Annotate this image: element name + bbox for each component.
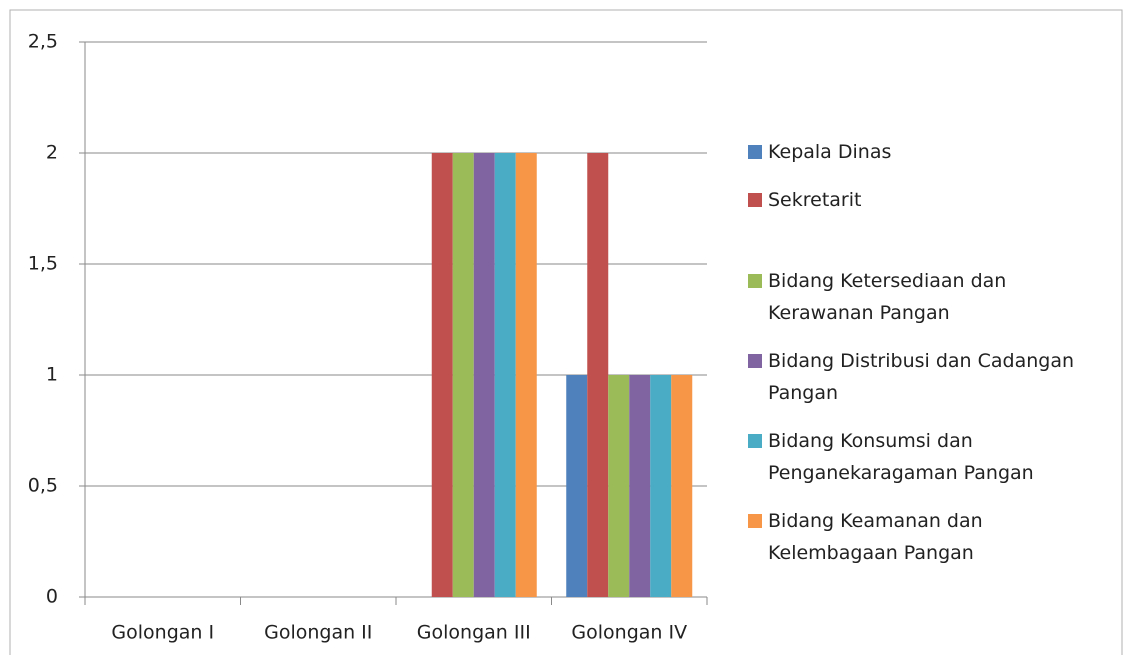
legend-swatch: [748, 514, 762, 528]
bar: [587, 153, 609, 597]
x-tick-label: Golongan III: [417, 622, 531, 644]
y-tick-label: 0: [46, 586, 58, 608]
bar: [629, 375, 651, 597]
legend-swatch: [748, 354, 762, 368]
bar: [650, 375, 672, 597]
y-tick-label: 1: [46, 364, 58, 386]
legend-swatch: [748, 434, 762, 448]
y-tick-label: 2: [46, 142, 58, 164]
bar: [431, 153, 453, 597]
y-tick-label: 1,5: [28, 253, 58, 275]
bar: [671, 375, 693, 597]
legend-swatch: [748, 193, 762, 207]
legend-entry: Sekretarit: [748, 184, 1118, 216]
legend-label: Bidang Distribusi dan Cadangan Pangan: [768, 350, 1075, 404]
bar: [566, 375, 588, 597]
legend-entry: Bidang Keamanan dan Kelembagaan Pangan: [748, 505, 1118, 569]
x-tick-label: Golongan II: [264, 622, 372, 644]
legend-label: Kepala Dinas: [768, 141, 892, 163]
bar: [494, 153, 516, 597]
bar: [515, 153, 537, 597]
legend-entry: Bidang Konsumsi dan Penganekaragaman Pan…: [748, 425, 1118, 489]
y-tick-label: 0,5: [28, 475, 58, 497]
legend-swatch: [748, 274, 762, 288]
legend-entry: Bidang Distribusi dan Cadangan Pangan: [748, 345, 1118, 409]
legend-label: Sekretarit: [768, 189, 862, 211]
bar: [608, 375, 630, 597]
x-tick-label: Golongan IV: [571, 622, 687, 644]
chart-border: [9, 9, 1123, 655]
bar: [452, 153, 474, 597]
x-tick-label: Golongan I: [111, 622, 214, 644]
legend-entry: Kepala Dinas: [748, 136, 1118, 168]
bar: [473, 153, 495, 597]
legend-swatch: [748, 145, 762, 159]
legend-label: Bidang Konsumsi dan Penganekaragaman Pan…: [768, 430, 1034, 484]
legend-entry: Bidang Ketersediaan dan Kerawanan Pangan: [748, 265, 1118, 329]
legend-label: Bidang Ketersediaan dan Kerawanan Pangan: [768, 270, 1007, 324]
y-tick-label: 2,5: [28, 31, 58, 53]
legend-label: Bidang Keamanan dan Kelembagaan Pangan: [768, 510, 983, 564]
